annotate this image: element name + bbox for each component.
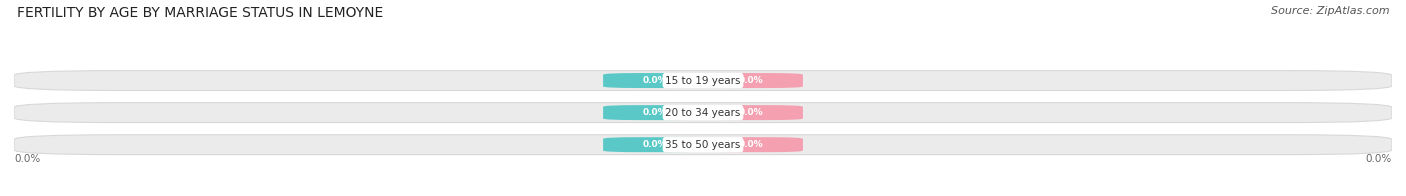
Text: 20 to 34 years: 20 to 34 years <box>665 108 741 118</box>
FancyBboxPatch shape <box>14 135 1392 155</box>
FancyBboxPatch shape <box>700 105 803 120</box>
Text: 0.0%: 0.0% <box>740 108 763 117</box>
Text: 0.0%: 0.0% <box>740 76 763 85</box>
Text: FERTILITY BY AGE BY MARRIAGE STATUS IN LEMOYNE: FERTILITY BY AGE BY MARRIAGE STATUS IN L… <box>17 6 382 20</box>
Text: 0.0%: 0.0% <box>14 154 41 164</box>
Text: 0.0%: 0.0% <box>643 140 666 149</box>
FancyBboxPatch shape <box>700 137 803 152</box>
FancyBboxPatch shape <box>603 73 706 88</box>
FancyBboxPatch shape <box>603 137 706 152</box>
FancyBboxPatch shape <box>700 73 803 88</box>
Text: 0.0%: 0.0% <box>643 76 666 85</box>
Text: 15 to 19 years: 15 to 19 years <box>665 75 741 85</box>
Text: Source: ZipAtlas.com: Source: ZipAtlas.com <box>1271 6 1389 16</box>
FancyBboxPatch shape <box>603 105 706 120</box>
Text: 35 to 50 years: 35 to 50 years <box>665 140 741 150</box>
Text: 0.0%: 0.0% <box>1365 154 1392 164</box>
Text: 0.0%: 0.0% <box>740 140 763 149</box>
FancyBboxPatch shape <box>14 71 1392 91</box>
Text: 0.0%: 0.0% <box>643 108 666 117</box>
FancyBboxPatch shape <box>14 103 1392 122</box>
